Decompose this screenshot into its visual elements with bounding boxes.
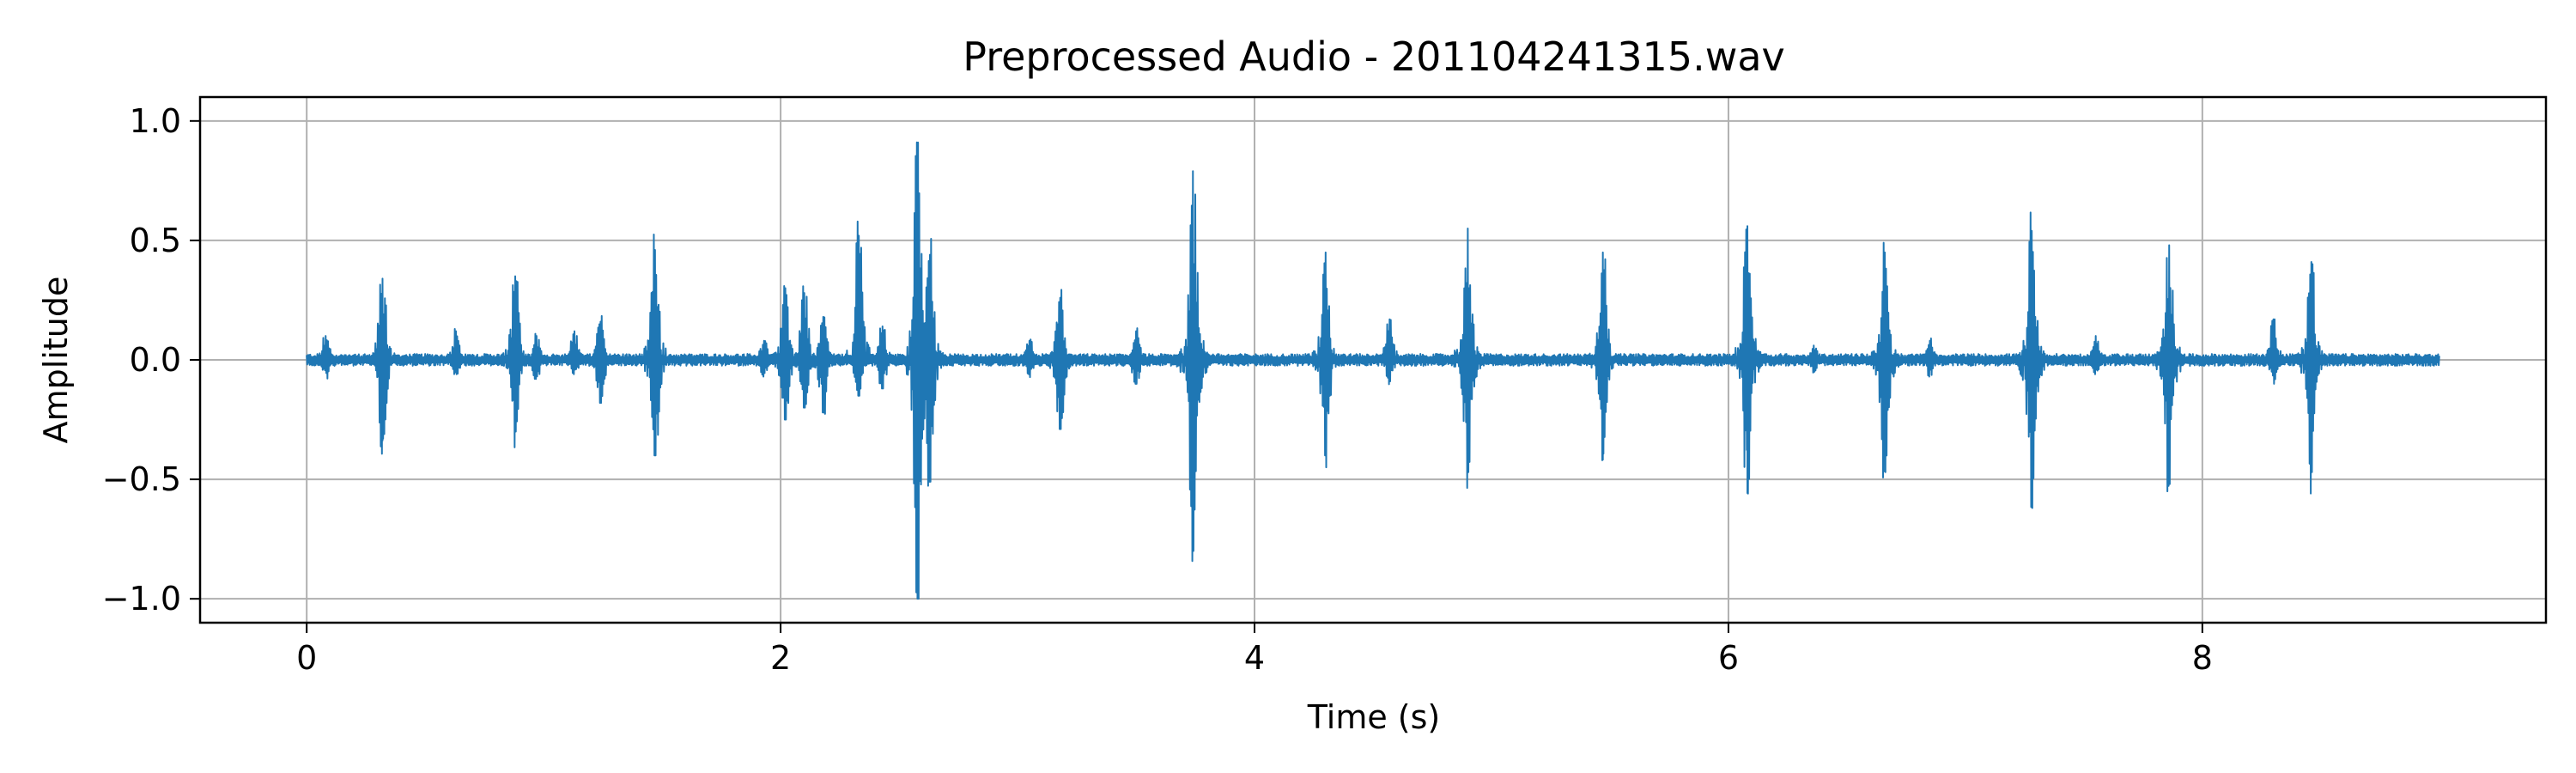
x-tick-label: 8 xyxy=(2192,639,2213,677)
y-tick-label: 0.0 xyxy=(130,341,181,379)
plot-area xyxy=(306,141,2440,600)
y-tick-label: −1.0 xyxy=(102,580,181,618)
chart-title: Preprocessed Audio - 201104241315.wav xyxy=(963,33,1784,80)
y-axis-label: Amplitude xyxy=(37,277,75,444)
y-axis: 1.0 0.5 0.0 −0.5 −1.0 xyxy=(102,102,200,618)
y-tick-label: 0.5 xyxy=(130,222,181,259)
y-tick-label: −0.5 xyxy=(102,460,181,498)
x-axis-label: Time (s) xyxy=(1307,698,1441,736)
x-tick-label: 6 xyxy=(1718,639,1739,677)
x-tick-label: 0 xyxy=(296,639,317,677)
x-tick-label: 4 xyxy=(1244,639,1265,677)
y-tick-label: 1.0 xyxy=(130,102,181,140)
x-tick-label: 2 xyxy=(770,639,791,677)
waveform-line xyxy=(306,141,2440,600)
x-axis: 0 2 4 6 8 xyxy=(296,623,2213,677)
